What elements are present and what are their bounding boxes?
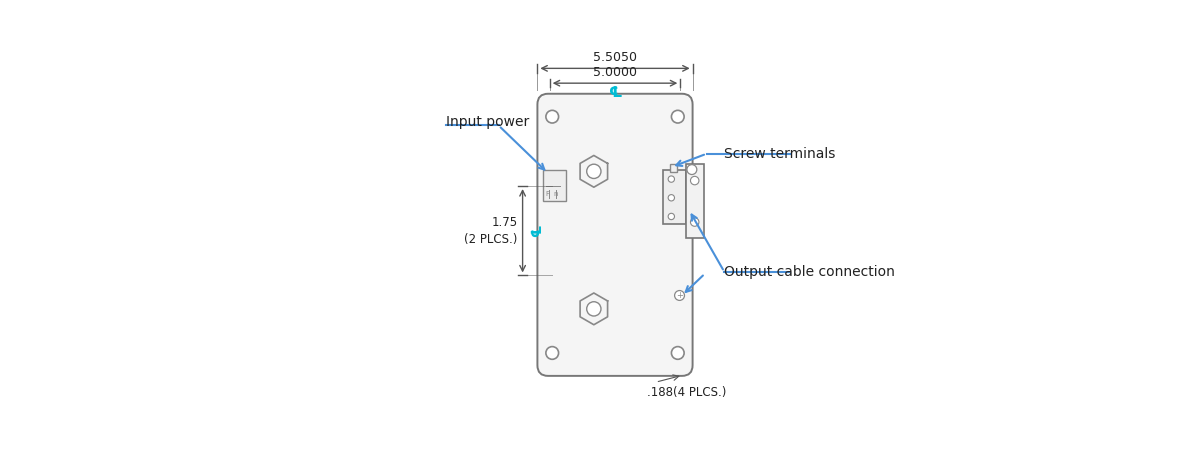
Circle shape [668, 213, 674, 220]
Bar [542, 170, 565, 202]
Circle shape [686, 164, 697, 174]
Text: +: + [676, 291, 683, 300]
Circle shape [587, 302, 601, 316]
Circle shape [674, 290, 684, 300]
Circle shape [672, 110, 684, 123]
Text: ℄: ℄ [530, 225, 545, 238]
Circle shape [546, 110, 558, 123]
Bar [662, 169, 685, 224]
Circle shape [672, 347, 684, 360]
Circle shape [690, 176, 698, 185]
Bar [670, 164, 678, 172]
Text: Output cable connection: Output cable connection [725, 265, 895, 279]
Text: .188(4 PLCS.): .188(4 PLCS.) [648, 387, 727, 399]
Text: 5.0000: 5.0000 [593, 66, 637, 79]
FancyBboxPatch shape [538, 94, 692, 376]
Circle shape [668, 195, 674, 201]
Circle shape [587, 164, 601, 179]
Text: 5.5050: 5.5050 [593, 51, 637, 64]
Text: Screw terminals: Screw terminals [725, 147, 835, 161]
Text: Input power: Input power [446, 115, 529, 129]
Text: 1.75
(2 PLCS.): 1.75 (2 PLCS.) [464, 216, 517, 246]
Text: ℄: ℄ [608, 85, 622, 100]
Circle shape [668, 176, 674, 182]
Bar [685, 164, 704, 238]
Circle shape [546, 347, 558, 360]
Text: F: F [546, 191, 550, 197]
Text: n: n [553, 191, 558, 197]
Circle shape [690, 218, 698, 226]
